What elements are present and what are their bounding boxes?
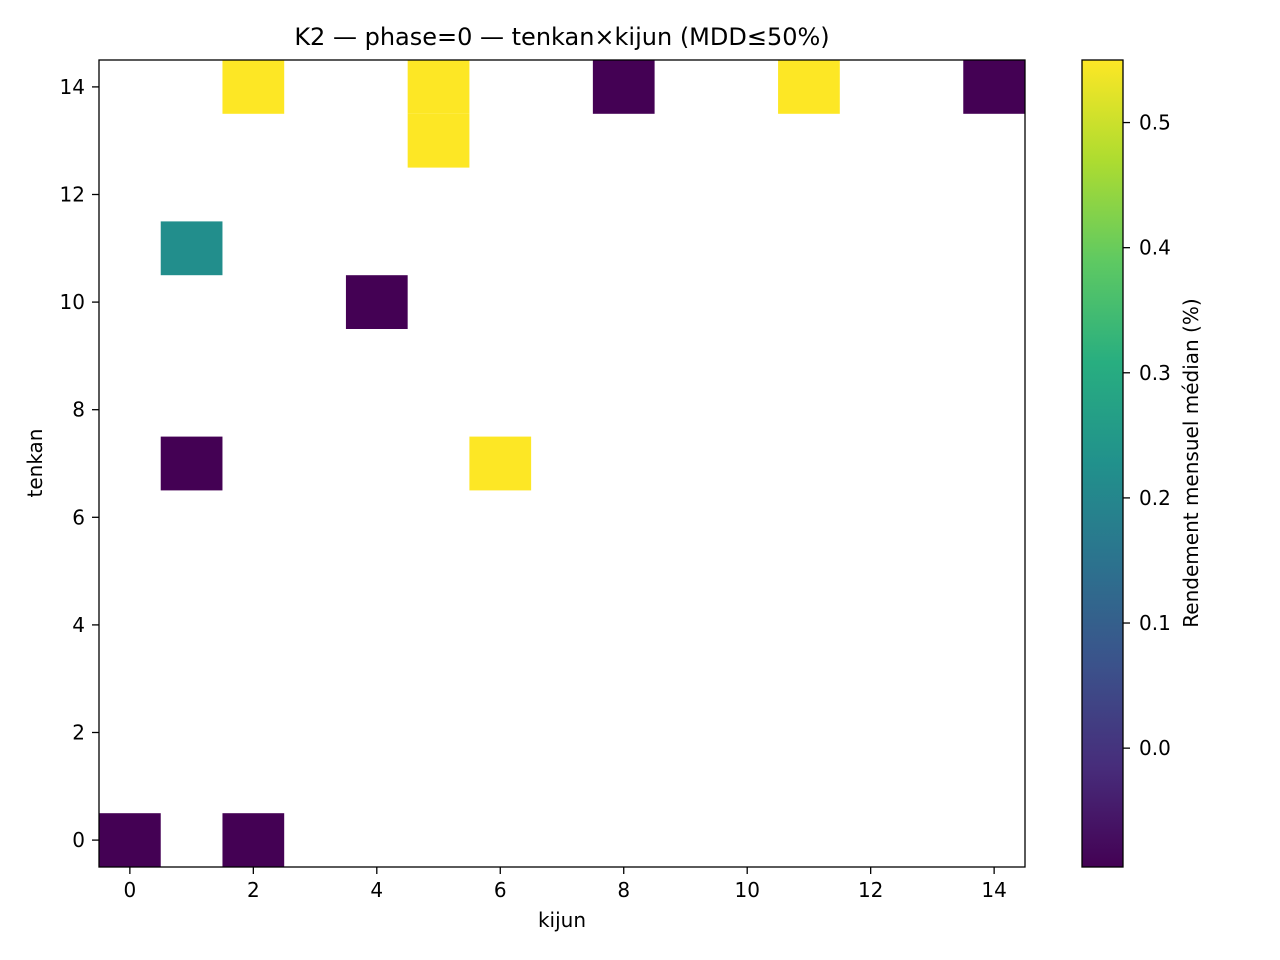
heatmap-cell	[160, 436, 223, 491]
plot-frame	[98, 59, 1026, 868]
heatmap-cell	[160, 221, 223, 276]
heatmap-cell	[407, 113, 470, 168]
x-tick-label: 2	[247, 878, 260, 902]
colorbar-tick-label: 0.4	[1139, 236, 1171, 260]
x-axis-label: kijun	[538, 908, 586, 932]
x-tick-label: 8	[617, 878, 630, 902]
colorbar-tick-label: 0.1	[1139, 611, 1171, 635]
colorbar-label: Rendement mensuel médian (%)	[1179, 298, 1203, 627]
x-tick-label: 4	[370, 878, 383, 902]
y-tick-label: 10	[60, 290, 85, 314]
colorbar-tick-label: 0.0	[1139, 736, 1171, 760]
x-tick-label: 6	[494, 878, 507, 902]
heatmap-cell	[592, 60, 655, 114]
y-axis-ticks: 0 2 4 6 8 10 12 14	[60, 75, 99, 852]
y-tick-label: 0	[72, 828, 85, 852]
y-axis-label: tenkan	[23, 429, 47, 498]
colorbar	[1081, 59, 1124, 868]
y-tick-label: 8	[72, 398, 85, 422]
colorbar-ticks: 0.0 0.1 0.2 0.3 0.4 0.5	[1123, 111, 1171, 760]
heatmap-cells	[99, 60, 1025, 867]
x-tick-label: 0	[123, 878, 136, 902]
heatmap-cell	[407, 60, 470, 114]
colorbar-tick-label: 0.2	[1139, 486, 1171, 510]
x-tick-label: 10	[734, 878, 759, 902]
x-tick-label: 12	[858, 878, 883, 902]
heatmap-cell	[469, 436, 532, 491]
heatmap-cell	[345, 275, 408, 329]
heatmap-cell	[222, 60, 285, 114]
heatmap-cell	[963, 60, 1025, 114]
heatmap-cell	[222, 813, 285, 867]
y-tick-label: 4	[72, 613, 85, 637]
y-tick-label: 12	[60, 183, 85, 207]
y-tick-label: 6	[72, 505, 85, 529]
y-tick-label: 2	[72, 721, 85, 745]
colorbar-tick-label: 0.3	[1139, 361, 1171, 385]
heatmap-cell	[99, 813, 161, 867]
y-tick-label: 14	[60, 75, 85, 99]
heatmap-cell	[778, 60, 840, 114]
colorbar-tick-label: 0.5	[1139, 111, 1171, 135]
chart-title: K2 — phase=0 — tenkan×kijun (MDD≤50%)	[294, 23, 829, 51]
x-axis-ticks: 0 2 4 6 8 10 12 14	[123, 867, 1007, 902]
x-tick-label: 14	[981, 878, 1006, 902]
